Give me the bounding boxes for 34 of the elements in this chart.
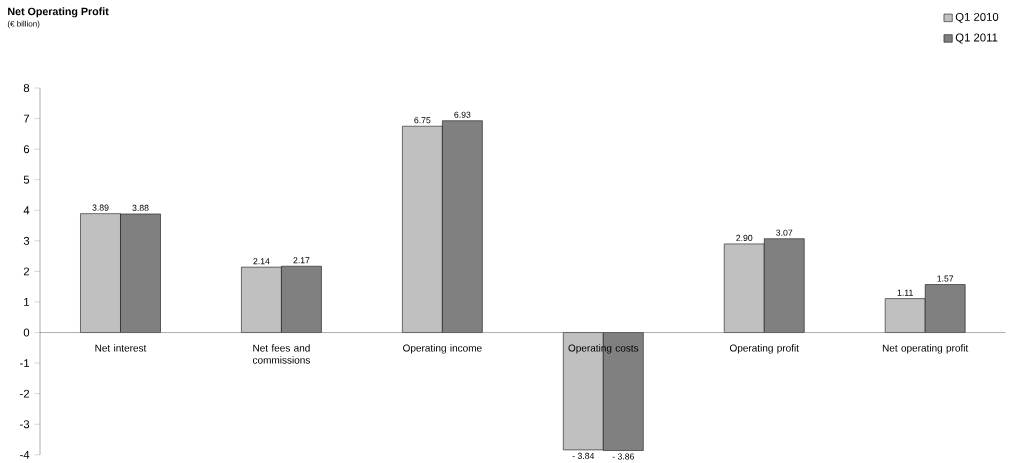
x-tick-label: Net operating profit [882, 344, 969, 354]
data-label: 3.07 [776, 229, 793, 236]
y-tick-label: 4 [23, 206, 30, 215]
data-label: 2.14 [253, 258, 270, 265]
y-tick-label: 1 [24, 298, 30, 306]
data-label: 3.89 [92, 204, 109, 211]
legend-label: Q1 2010 [955, 13, 999, 24]
y-tick-label: 7 [23, 114, 30, 123]
y-tick-label: -1 [20, 359, 30, 368]
y-tick-label: 6 [23, 145, 30, 154]
data-label: - 3.84 [572, 452, 595, 460]
legend-label: Q1 2011 [955, 33, 998, 44]
y-tick-label: 2 [23, 267, 30, 276]
y-tick-label: 3 [23, 236, 30, 245]
data-label: 2.90 [736, 234, 753, 242]
y-tick-label: -4 [20, 450, 30, 459]
y-tick-label: -2 [20, 389, 30, 398]
x-tick-label: Operating income [403, 344, 482, 354]
x-tick-label: Net interest [95, 344, 147, 352]
chart-subtitle: (€ billion) [7, 20, 40, 29]
y-tick-label: -3 [20, 420, 30, 429]
data-label: 6.93 [454, 111, 471, 118]
y-tick-label: 0 [23, 328, 30, 337]
x-tick-label: Net fees and commissions [252, 344, 310, 364]
y-tick-label: 5 [23, 175, 30, 184]
data-label: - 3.86 [612, 453, 635, 460]
data-label: 3.88 [132, 204, 149, 212]
data-label: 2.17 [293, 257, 310, 264]
data-label: 1.11 [897, 289, 913, 296]
data-label: 6.75 [414, 117, 431, 124]
data-label: 1.57 [937, 275, 954, 282]
y-tick-label: 8 [23, 84, 30, 93]
chart-title: Net Operating Profit [8, 7, 109, 18]
x-tick-label: Operating profit [729, 344, 799, 354]
